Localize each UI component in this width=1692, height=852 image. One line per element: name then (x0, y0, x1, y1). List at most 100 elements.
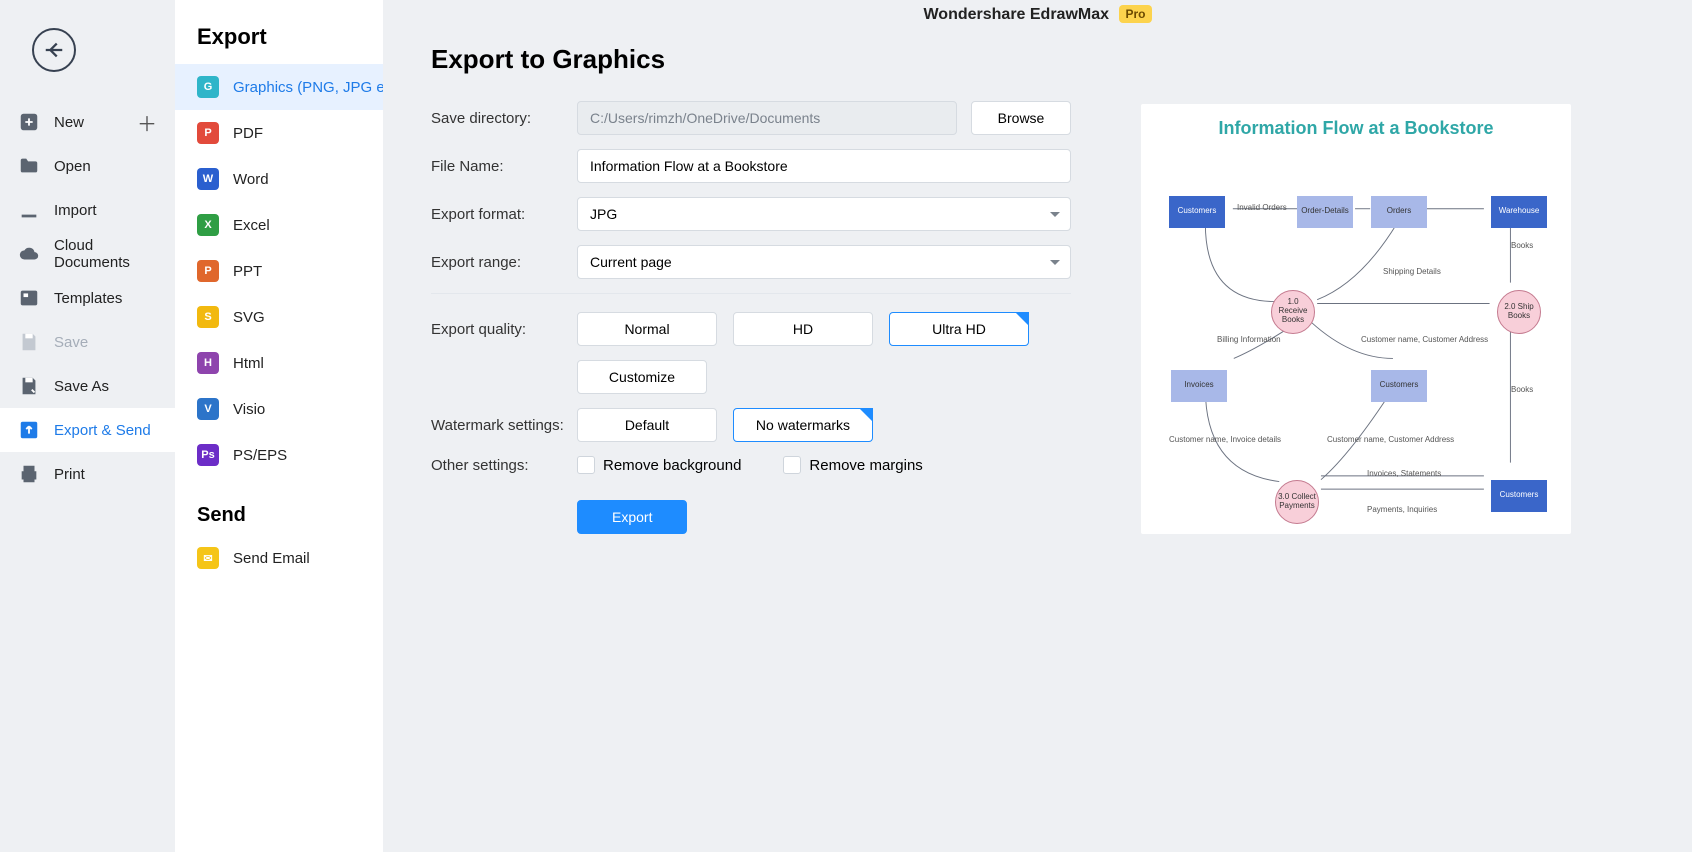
print-icon (18, 463, 40, 485)
export-item-visio[interactable]: V Visio (175, 386, 383, 432)
format-select[interactable]: JPG (577, 197, 1071, 231)
range-select[interactable]: Current page (577, 245, 1071, 279)
seg-option-default[interactable]: Default (577, 408, 717, 442)
pro-badge: Pro (1119, 5, 1151, 23)
export-item-label: Visio (233, 401, 265, 418)
export-item-ps[interactable]: PsPS/EPS (175, 432, 383, 478)
export-item-html[interactable]: HHtml (175, 340, 383, 386)
preview-edge-label: Books (1511, 242, 1533, 251)
cloud-icon (18, 243, 40, 265)
preview-column: Information Flow at a Bookstore Customer… (1141, 44, 1658, 852)
export-item-label: Graphics (PNG, JPG et... (233, 79, 383, 96)
nav-item-label: Print (54, 466, 85, 483)
export-item-word[interactable]: W Word (175, 156, 383, 202)
form-title: Export to Graphics (431, 44, 1071, 75)
export-form: Export to Graphics Save directory: Brows… (431, 44, 1071, 852)
label-format: Export format: (431, 206, 577, 223)
nav-item-label: Cloud Documents (54, 237, 157, 271)
preview-edge-label: Invoices, Statements (1367, 470, 1441, 479)
template-icon (18, 287, 40, 309)
save-icon (18, 331, 40, 353)
preview-title: Information Flow at a Bookstore (1151, 118, 1561, 140)
save-dir-input[interactable] (577, 101, 957, 135)
export-item-excel[interactable]: X Excel (175, 202, 383, 248)
send-item-label: Send Email (233, 550, 310, 567)
preview-node-invoices: Invoices (1171, 370, 1227, 402)
nav-item-export[interactable]: Export & Send (0, 408, 175, 452)
seg-option-no-watermarks[interactable]: No watermarks (733, 408, 873, 442)
excel-file-icon: X (197, 214, 219, 236)
preview-node-warehouse: Warehouse (1491, 196, 1547, 228)
left-nav: New＋ Open Import Cloud Documents Templates Sa… (0, 0, 175, 852)
preview-edge-label: Customer name, Customer Address (1361, 336, 1488, 345)
preview-edge-label: Shipping Details (1383, 268, 1441, 277)
file-name-input[interactable] (577, 149, 1071, 183)
gfx-file-icon: G (197, 76, 219, 98)
nav-item-label: Import (54, 202, 97, 219)
email-file-icon: ✉ (197, 547, 219, 569)
nav-item-saveas[interactable]: Save As (0, 364, 175, 408)
html-file-icon: H (197, 352, 219, 374)
label-quality: Export quality: (431, 321, 577, 338)
label-save-dir: Save directory: (431, 110, 577, 127)
customize-button[interactable]: Customize (577, 360, 707, 394)
preview-edge-label: Customer name, Invoice details (1169, 436, 1281, 445)
svg-file-icon: S (197, 306, 219, 328)
preview-node-customers3: Customers (1491, 480, 1547, 512)
send-item-email[interactable]: ✉ Send Email (175, 535, 383, 581)
browse-button[interactable]: Browse (971, 101, 1071, 135)
export-item-label: PPT (233, 263, 262, 280)
preview-edge-label: Books (1511, 386, 1533, 395)
ps-file-icon: Ps (197, 444, 219, 466)
export-item-ppt[interactable]: P PPT (175, 248, 383, 294)
pdf-file-icon: P (197, 122, 219, 144)
nav-item-import[interactable]: Import (0, 188, 175, 232)
nav-item-label: Save As (54, 378, 109, 395)
export-item-pdf[interactable]: PPDF (175, 110, 383, 156)
ppt-file-icon: P (197, 260, 219, 282)
preview-node-collect: 3.0 Collect Payments (1275, 480, 1319, 524)
export-item-label: Excel (233, 217, 270, 234)
nav-item-cloud[interactable]: Cloud Documents (0, 232, 175, 276)
export-item-svg[interactable]: S SVG (175, 294, 383, 340)
export-heading: Export (175, 24, 383, 64)
export-item-label: SVG (233, 309, 265, 326)
preview-node-customers2: Customers (1371, 370, 1427, 402)
nav-item-label: Export & Send (54, 422, 151, 439)
send-heading: Send (175, 478, 383, 535)
export-item-label: Word (233, 171, 269, 188)
back-button[interactable] (32, 28, 76, 72)
remove-bg-checkbox[interactable]: Remove background (577, 456, 741, 474)
seg-option-normal[interactable]: Normal (577, 312, 717, 346)
preview-node-receive: 1.0 Receive Books (1271, 290, 1315, 334)
preview-thumbnail: Information Flow at a Bookstore Customer… (1141, 104, 1571, 534)
label-watermark: Watermark settings: (431, 417, 577, 434)
nav-item-label: Templates (54, 290, 122, 307)
folder-icon (18, 155, 40, 177)
label-other: Other settings: (431, 457, 577, 474)
export-item-gfx[interactable]: G Graphics (PNG, JPG et... (175, 64, 383, 110)
preview-edge-label: Payments, Inquiries (1367, 506, 1437, 515)
visio-file-icon: V (197, 398, 219, 420)
export-button[interactable]: Export (577, 500, 687, 534)
preview-node-customers1: Customers (1169, 196, 1225, 228)
remove-margins-checkbox[interactable]: Remove margins (783, 456, 922, 474)
preview-node-ship: 2.0 Ship Books (1497, 290, 1541, 334)
preview-edge-label: Invalid Orders (1237, 204, 1287, 213)
nav-item-label: Open (54, 158, 91, 175)
preview-node-orders: Orders (1371, 196, 1427, 228)
seg-option-ultra-hd[interactable]: Ultra HD (889, 312, 1029, 346)
watermark-segmented: Default No watermarks (577, 408, 873, 442)
nav-item-open[interactable]: Open (0, 144, 175, 188)
nav-item-new[interactable]: New＋ (0, 100, 175, 144)
save-as-icon (18, 375, 40, 397)
main-panel: Wondershare EdrawMax Pro Export to Graph… (383, 0, 1692, 852)
checkbox-icon (783, 456, 801, 474)
seg-option-hd[interactable]: HD (733, 312, 873, 346)
nav-item-templates[interactable]: Templates (0, 276, 175, 320)
nav-item-save: Save (0, 320, 175, 364)
export-column: Export G Graphics (PNG, JPG et... PPDF W Wor… (175, 0, 383, 852)
preview-edge-label: Billing Information (1217, 336, 1281, 345)
nav-item-print[interactable]: Print (0, 452, 175, 496)
word-file-icon: W (197, 168, 219, 190)
